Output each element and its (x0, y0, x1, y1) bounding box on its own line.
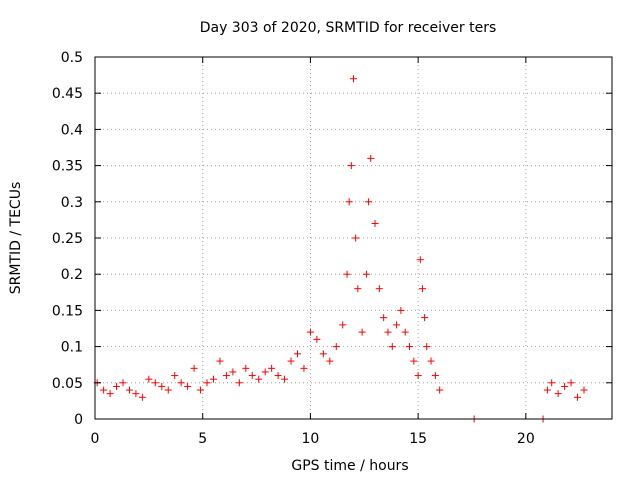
data-point (339, 321, 347, 329)
data-point (332, 343, 340, 351)
y-tick-label: 0.2 (61, 267, 83, 283)
data-point (306, 328, 314, 336)
data-point (216, 357, 224, 365)
data-point (431, 372, 439, 380)
data-point (410, 357, 418, 365)
data-point (574, 393, 582, 401)
data-point (222, 372, 230, 380)
data-point (406, 343, 414, 351)
data-point (209, 375, 217, 383)
data-point (203, 379, 211, 387)
data-point (138, 393, 146, 401)
data-point (580, 386, 588, 394)
data-point (436, 386, 444, 394)
data-point (100, 386, 108, 394)
data-point (352, 234, 360, 242)
x-tick-label: 15 (409, 431, 427, 447)
data-point (561, 382, 569, 390)
y-tick-label: 0 (74, 412, 83, 428)
data-point (319, 350, 327, 358)
data-point (358, 328, 366, 336)
data-point (397, 306, 405, 314)
y-tick-label: 0.1 (61, 340, 83, 356)
data-point (261, 368, 269, 376)
data-point (567, 379, 575, 387)
data-point (393, 321, 401, 329)
x-tick-label: 0 (91, 431, 100, 447)
y-axis-label: SRMTID / TECUs (8, 182, 24, 295)
data-point (371, 220, 379, 228)
data-point (268, 364, 276, 372)
data-point (145, 375, 153, 383)
x-tick-label: 10 (302, 431, 320, 447)
y-tick-label: 0.4 (61, 122, 83, 138)
data-point (401, 328, 409, 336)
data-point (416, 256, 424, 264)
grid (95, 57, 612, 419)
data-point (384, 328, 392, 336)
x-axis-label: GPS time / hours (291, 458, 408, 474)
data-point (190, 364, 198, 372)
data-point (171, 372, 179, 380)
data-point (229, 368, 237, 376)
tick-labels: 0 5 10 15 20 0 0.05 0.1 0.15 0.2 0.25 0.3 0.35 0.4 0.4… (52, 50, 535, 447)
data-point (414, 372, 422, 380)
data-point (427, 357, 435, 365)
x-tick-label: 20 (517, 431, 535, 447)
data-point (287, 357, 295, 365)
chart-title: Day 303 of 2020, SRMTID for receiver ter… (200, 20, 497, 36)
data-point (125, 386, 133, 394)
data-point (293, 350, 301, 358)
data-point (164, 386, 172, 394)
y-tick-label: 0.15 (52, 303, 83, 319)
data-point (113, 382, 121, 390)
data-point (106, 390, 114, 398)
data-point (300, 364, 308, 372)
data-point (184, 382, 192, 390)
y-tick-label: 0.05 (52, 376, 83, 392)
data-point (421, 314, 429, 322)
y-tick-label: 0.5 (61, 50, 83, 66)
y-tick-label: 0.35 (52, 159, 83, 175)
data-point (347, 162, 355, 170)
data-point (158, 382, 166, 390)
data-point (132, 390, 140, 398)
data-point (375, 285, 383, 293)
data-marks (93, 75, 588, 423)
data-point (119, 379, 127, 387)
data-point (350, 75, 357, 83)
data-point (235, 379, 243, 387)
data-point (388, 343, 396, 351)
data-point (380, 314, 388, 322)
axis-ticks (94, 56, 612, 420)
data-point (418, 285, 426, 293)
data-point (255, 375, 263, 383)
data-point (367, 154, 375, 162)
data-point (274, 372, 282, 380)
data-point (197, 386, 205, 394)
data-point (343, 270, 351, 278)
y-tick-label: 0.3 (61, 195, 83, 211)
data-point (313, 335, 321, 343)
y-tick-label: 0.45 (52, 86, 83, 102)
data-point (177, 379, 185, 387)
data-point (548, 379, 556, 387)
y-tick-label: 0.25 (52, 231, 83, 247)
data-point (554, 390, 562, 398)
x-tick-label: 5 (198, 431, 207, 447)
data-point (151, 379, 159, 387)
data-point (423, 343, 431, 351)
data-point (345, 198, 353, 206)
data-point (242, 364, 250, 372)
data-point (365, 198, 373, 206)
data-point (281, 375, 289, 383)
data-point (248, 372, 256, 380)
data-point (362, 270, 370, 278)
data-point (326, 357, 334, 365)
data-point (543, 386, 551, 394)
data-point (354, 285, 362, 293)
